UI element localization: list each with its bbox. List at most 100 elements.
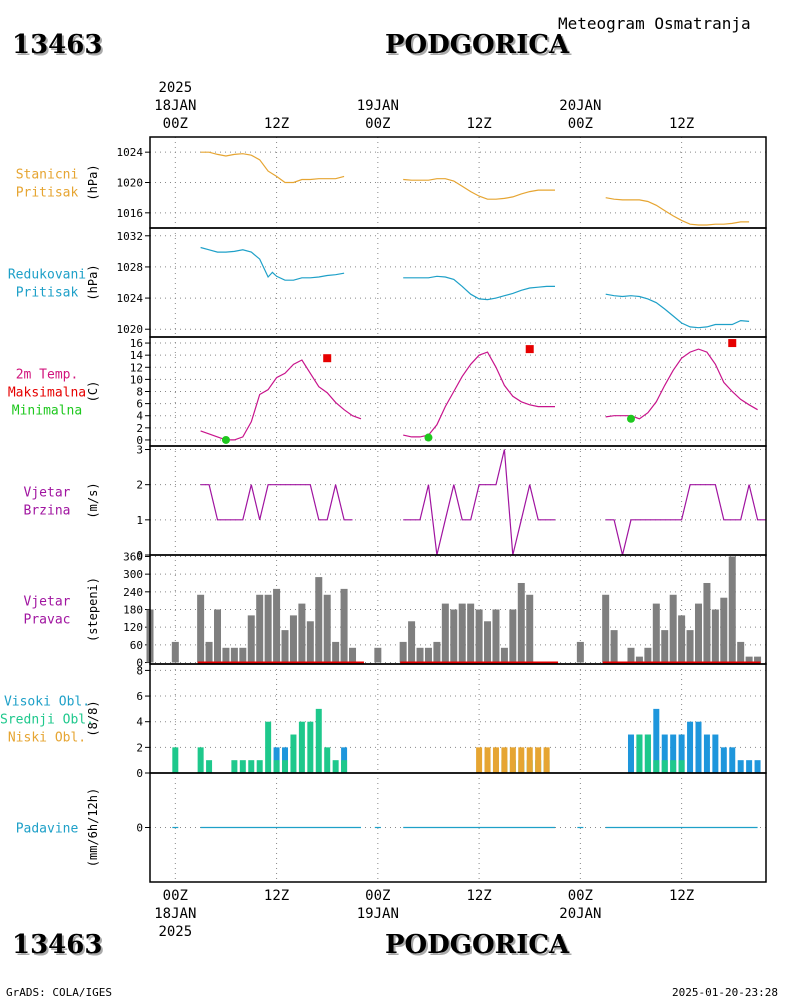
- cloud-cover-bar: [661, 760, 668, 773]
- y-tick-label: 8: [136, 664, 143, 677]
- y-tick-label: 2: [136, 479, 143, 492]
- min-temp-marker: [221, 435, 230, 444]
- cloud-cover-bar: [341, 760, 348, 773]
- y-axis-label: (mm/6h/12h): [86, 788, 100, 867]
- station-id-top: 13463: [12, 30, 103, 60]
- series-line: [403, 351, 555, 438]
- wind-direction-bar: [239, 647, 247, 663]
- wind-direction-bar: [475, 609, 483, 663]
- wind-direction-bar: [669, 594, 677, 663]
- wind-direction-bar: [661, 630, 669, 663]
- y-tick-label: 1020: [117, 177, 144, 190]
- y-tick-label: 10: [130, 373, 143, 386]
- cloud-cover-bar: [627, 734, 634, 773]
- wind-direction-bar: [323, 594, 331, 663]
- cloud-cover-bar: [653, 708, 660, 773]
- wind-direction-bar: [458, 603, 466, 663]
- cloud-cover-bar: [332, 760, 339, 773]
- wind-direction-bar: [644, 647, 652, 663]
- cloud-cover-bar: [653, 760, 660, 773]
- y-axis-label: (hPa): [86, 164, 100, 200]
- y-tick-label: 0: [136, 822, 143, 835]
- wind-direction-bar: [205, 641, 213, 663]
- wind-direction-bar: [754, 656, 762, 663]
- y-tick-label: 1024: [117, 292, 144, 305]
- wind-direction-bar: [222, 647, 230, 663]
- panel-label: Brzina: [24, 504, 71, 519]
- wind-direction-bar: [720, 597, 728, 663]
- cloud-cover-bar: [501, 747, 508, 773]
- cloud-cover-bar: [526, 747, 533, 773]
- wind-direction-bar: [374, 647, 382, 663]
- cloud-cover-bar: [687, 721, 694, 773]
- plot-timestamp: 2025-01-20-23:28: [672, 986, 778, 999]
- wind-direction-bar: [576, 641, 584, 663]
- series-line: [605, 348, 758, 420]
- cloud-cover-bar: [492, 747, 499, 773]
- y-tick-label: 6: [136, 690, 143, 703]
- panel-label: Maksimalna: [8, 386, 86, 401]
- wind-direction-bar: [711, 609, 719, 663]
- wind-direction-bar: [467, 603, 475, 663]
- cloud-cover-bar: [695, 721, 702, 773]
- wind-direction-bar: [686, 630, 694, 663]
- cloud-cover-bar: [703, 734, 710, 773]
- y-tick-label: 120: [123, 621, 143, 634]
- wind-direction-bar: [500, 647, 508, 663]
- cloud-cover-bar: [231, 760, 238, 773]
- cloud-cover-bar: [282, 760, 289, 773]
- y-tick-label: 2: [136, 741, 143, 754]
- panel-label: Redukovani: [8, 268, 86, 283]
- y-tick-label: 8: [136, 386, 143, 399]
- wind-direction-bar: [332, 641, 340, 663]
- cloud-cover-bar: [290, 734, 297, 773]
- cloud-cover-bar: [476, 747, 483, 773]
- wind-direction-bar: [728, 556, 736, 663]
- wind-direction-bar: [298, 603, 306, 663]
- y-tick-label: 1: [136, 514, 143, 527]
- top-date-label: 18JAN: [154, 98, 196, 114]
- wind-direction-bar: [492, 609, 500, 663]
- top-hour-label: 12Z: [466, 116, 491, 132]
- wind-direction-bar: [289, 615, 297, 663]
- wind-direction-bar: [230, 647, 238, 663]
- cloud-cover-bar: [678, 760, 685, 773]
- wind-direction-bar: [349, 647, 357, 663]
- cloud-cover-bar: [315, 708, 322, 773]
- series-line: [200, 484, 353, 521]
- wind-direction-bar: [197, 594, 205, 663]
- y-tick-label: 1020: [117, 323, 144, 336]
- cloud-cover-bar: [737, 760, 744, 773]
- cloud-cover-bar: [720, 747, 727, 773]
- station-name-bottom: PODGORICA: [385, 930, 570, 960]
- cloud-cover-bar: [172, 747, 179, 773]
- panel-frame: [149, 336, 767, 447]
- y-tick-label: 6: [136, 398, 143, 411]
- y-tick-label: 300: [123, 568, 143, 581]
- wind-direction-bar: [281, 630, 289, 663]
- panel-label: 2m Temp.: [16, 368, 79, 383]
- cloud-cover-bar: [535, 747, 542, 773]
- station-id-bottom: 13463: [12, 930, 103, 960]
- y-tick-label: 14: [130, 349, 144, 362]
- y-axis-label: (hPa): [86, 264, 100, 300]
- station-name-top: PODGORICA: [385, 30, 570, 60]
- cloud-cover-bar: [729, 747, 736, 773]
- series-line: [200, 151, 345, 184]
- cloud-cover-bar: [670, 734, 677, 773]
- max-temp-marker: [525, 345, 534, 354]
- wind-direction-bar: [509, 609, 517, 663]
- min-temp-marker: [626, 414, 635, 423]
- bottom-date-label: 18JAN: [154, 906, 196, 922]
- y-axis-label: (C): [86, 381, 100, 403]
- y-tick-label: 4: [136, 716, 143, 729]
- wind-direction-bar: [610, 630, 618, 663]
- wind-direction-bar: [703, 582, 711, 663]
- wind-direction-bar: [652, 603, 660, 663]
- cloud-cover-bar: [298, 721, 305, 773]
- y-tick-label: 2: [136, 422, 143, 435]
- y-tick-label: 1028: [117, 261, 144, 274]
- series-line: [403, 275, 555, 301]
- y-tick-label: 1016: [117, 207, 144, 220]
- panel-label: Srednji Obl.: [0, 713, 94, 728]
